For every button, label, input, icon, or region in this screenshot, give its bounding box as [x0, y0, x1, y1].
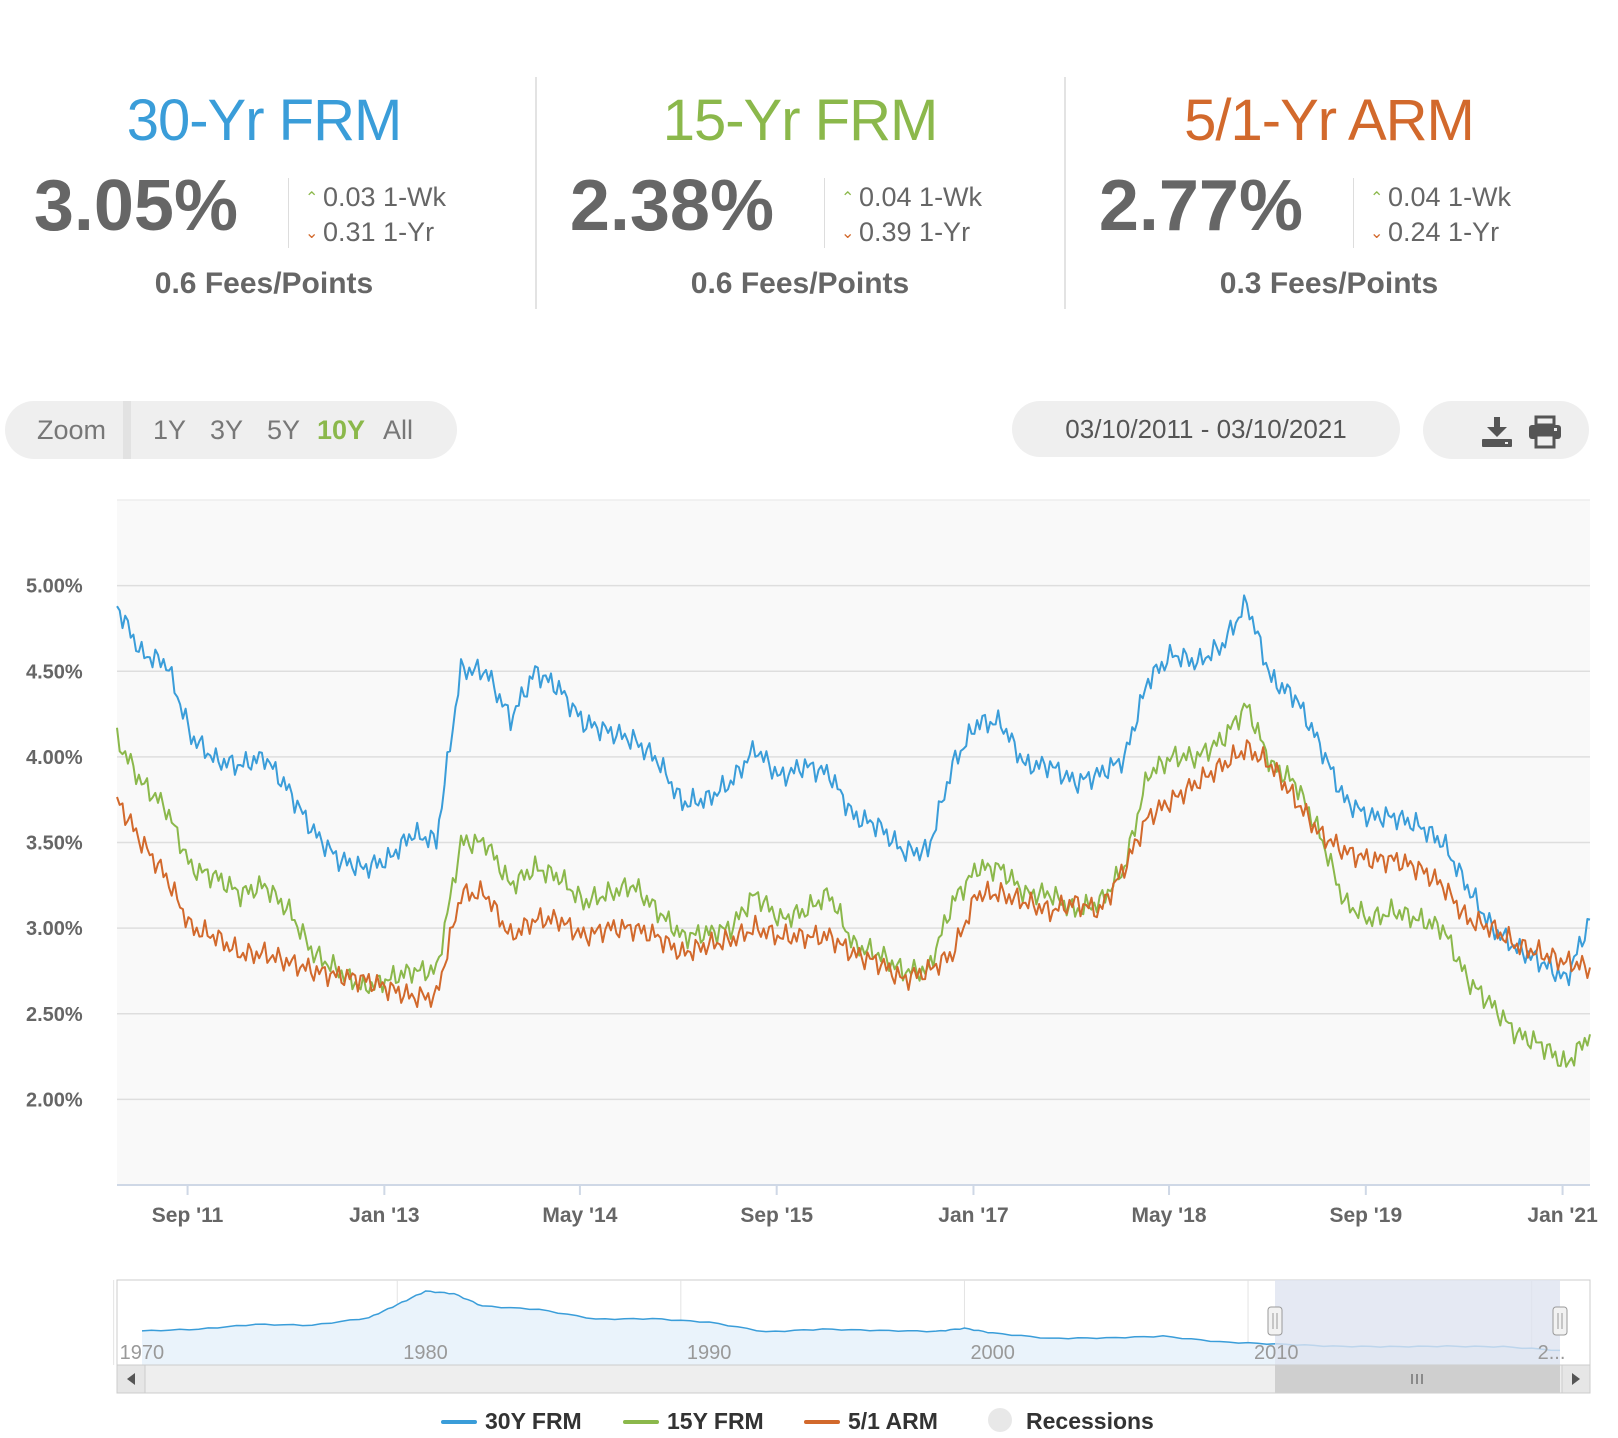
legend-swatch: [441, 1420, 477, 1424]
navigator-year-label: 1970: [120, 1342, 165, 1364]
legend-dot: [988, 1408, 1012, 1432]
zoom-label: Zoom: [37, 415, 107, 445]
zoom-3y-button[interactable]: 3Y: [210, 415, 244, 445]
navigator-year-label: 2010: [1254, 1342, 1299, 1364]
rate-cards: 30-Yr FRM 3.05% ⌃ 0.03 1-Wk ⌄ 0.31 1-Yr 0.…: [0, 75, 1618, 310]
x-tick-label: Jan '17: [938, 1204, 1008, 1227]
scrollbar-grip-icon: [1411, 1374, 1423, 1384]
card-divider: [824, 178, 825, 248]
navigator: 1970 1980 1990 2000 2010 2...: [113, 1279, 1591, 1394]
y-tick-label: 3.50%: [26, 833, 83, 855]
yearly-change: ⌄ 0.39 1-Yr: [841, 217, 970, 248]
weekly-change-value: 0.03 1-Wk: [323, 182, 447, 212]
legend-label: Recessions: [1026, 1408, 1154, 1434]
card-rate: 3.05%: [33, 166, 238, 246]
navigator-handle-left[interactable]: [1267, 1306, 1283, 1336]
x-tick-label: Sep '19: [1329, 1204, 1402, 1227]
navigator-year-label: 2000: [970, 1342, 1015, 1364]
y-tick-label: 2.50%: [26, 1004, 83, 1026]
export-tools: [1423, 401, 1589, 459]
navigator-year-label: 1980: [403, 1342, 448, 1364]
card-separator: [535, 77, 537, 309]
zoom-5y-button[interactable]: 5Y: [267, 415, 301, 445]
x-tick-label: Jan '13: [349, 1204, 419, 1227]
x-tick-label: Jan '21: [1527, 1204, 1598, 1227]
gridlines: [117, 584, 1590, 1101]
y-axis-labels: 2.00% 2.50% 3.00% 3.50% 4.00% 4.50% 5.00%: [26, 576, 83, 1112]
card-rate: 2.38%: [569, 166, 774, 246]
y-tick-label: 5.00%: [26, 576, 83, 598]
fees-points: 0.6 Fees/Points: [690, 267, 910, 300]
arrow-up-icon: ⌃: [305, 190, 319, 207]
rate-history-chart: 2.00% 2.50% 3.00% 3.50% 4.00% 4.50% 5.00% Sep …: [26, 499, 1598, 1227]
series-line-30y-frm: [116, 594, 1591, 987]
date-range-picker[interactable]: 03/10/2011 - 03/10/2021: [1012, 401, 1400, 457]
card-title: 30-Yr FRM: [126, 88, 403, 153]
arrow-up-icon: ⌃: [1370, 190, 1384, 207]
card-15yr-frm: 15-Yr FRM 2.38% ⌃ 0.04 1-Wk ⌄ 0.39 1-Yr 0.…: [536, 75, 1064, 310]
y-tick-label: 2.00%: [26, 1089, 83, 1111]
weekly-change-value: 0.04 1-Wk: [859, 182, 983, 212]
download-icon[interactable]: [1479, 415, 1515, 449]
legend-label: 30Y FRM: [485, 1408, 582, 1434]
yearly-change: ⌄ 0.31 1-Yr: [305, 217, 434, 248]
yearly-change-value: 0.31 1-Yr: [323, 217, 435, 247]
card-separator: [1064, 77, 1066, 309]
scroll-left-icon: [127, 1373, 135, 1385]
x-tick-label: Sep '15: [740, 1204, 813, 1227]
series-line-5-1-arm: [116, 739, 1591, 1008]
print-icon[interactable]: [1527, 415, 1563, 449]
navigator-handle-right[interactable]: [1552, 1306, 1568, 1336]
zoom-separator: [123, 401, 131, 459]
legend-swatch: [804, 1420, 840, 1424]
x-axis-labels: Sep '11 Jan '13 May '14 Sep '15 Jan '17 May '…: [152, 1185, 1598, 1227]
arrow-down-icon: ⌄: [841, 225, 855, 242]
card-title: 15-Yr FRM: [662, 88, 939, 153]
zoom-1y-button[interactable]: 1Y: [153, 415, 187, 445]
yearly-change-value: 0.24 1-Yr: [1388, 217, 1500, 247]
legend-swatch: [623, 1420, 659, 1424]
navigator-selection[interactable]: [1275, 1280, 1560, 1365]
arrow-down-icon: ⌄: [305, 225, 319, 242]
x-tick-label: Sep '11: [152, 1204, 224, 1227]
card-30yr-frm: 30-Yr FRM 3.05% ⌃ 0.03 1-Wk ⌄ 0.31 1-Yr 0.…: [0, 75, 528, 310]
chart-legend: 30Y FRM 15Y FRM 5/1 ARM Recessions: [0, 1408, 1618, 1438]
zoom-all-button[interactable]: All: [383, 415, 414, 445]
navigator-year-label: 2...: [1538, 1342, 1566, 1364]
weekly-change: ⌃ 0.04 1-Wk: [1370, 182, 1511, 213]
y-tick-label: 4.00%: [26, 747, 83, 769]
weekly-change: ⌃ 0.03 1-Wk: [305, 182, 446, 213]
series-lines: [116, 594, 1591, 1068]
y-tick-label: 4.50%: [26, 661, 83, 683]
x-tick-label: May '14: [542, 1204, 617, 1227]
yearly-change: ⌄ 0.24 1-Yr: [1370, 217, 1499, 248]
weekly-change-value: 0.04 1-Wk: [1388, 182, 1512, 212]
weekly-change: ⌃ 0.04 1-Wk: [841, 182, 982, 213]
x-tick-label: May '18: [1132, 1204, 1207, 1227]
card-divider: [288, 178, 289, 248]
card-divider: [1353, 178, 1354, 248]
navigator-labels: 1970 1980 1990 2000 2010 2...: [120, 1342, 1566, 1364]
date-range-text: 03/10/2011 - 03/10/2021: [1065, 414, 1347, 444]
fees-points: 0.6 Fees/Points: [154, 267, 374, 300]
fees-points: 0.3 Fees/Points: [1219, 267, 1439, 300]
legend-label: 15Y FRM: [667, 1408, 764, 1434]
zoom-10y-button[interactable]: 10Y: [317, 415, 366, 445]
card-rate: 2.77%: [1098, 166, 1303, 246]
legend-label: 5/1 ARM: [848, 1408, 938, 1434]
card-51yr-arm: 5/1-Yr ARM 2.77% ⌃ 0.04 1-Wk ⌄ 0.24 1-Yr 0…: [1065, 75, 1593, 310]
yearly-change-value: 0.39 1-Yr: [859, 217, 971, 247]
scroll-right-icon: [1572, 1373, 1580, 1385]
arrow-up-icon: ⌃: [841, 190, 855, 207]
y-tick-label: 3.00%: [26, 918, 83, 940]
navigator-year-label: 1990: [687, 1342, 732, 1364]
zoom-control: Zoom 1Y 3Y 5Y 10Y All: [5, 401, 457, 459]
navigator-area: [142, 1291, 1560, 1365]
arrow-down-icon: ⌄: [1370, 225, 1384, 242]
card-title: 5/1-Yr ARM: [1184, 88, 1475, 153]
